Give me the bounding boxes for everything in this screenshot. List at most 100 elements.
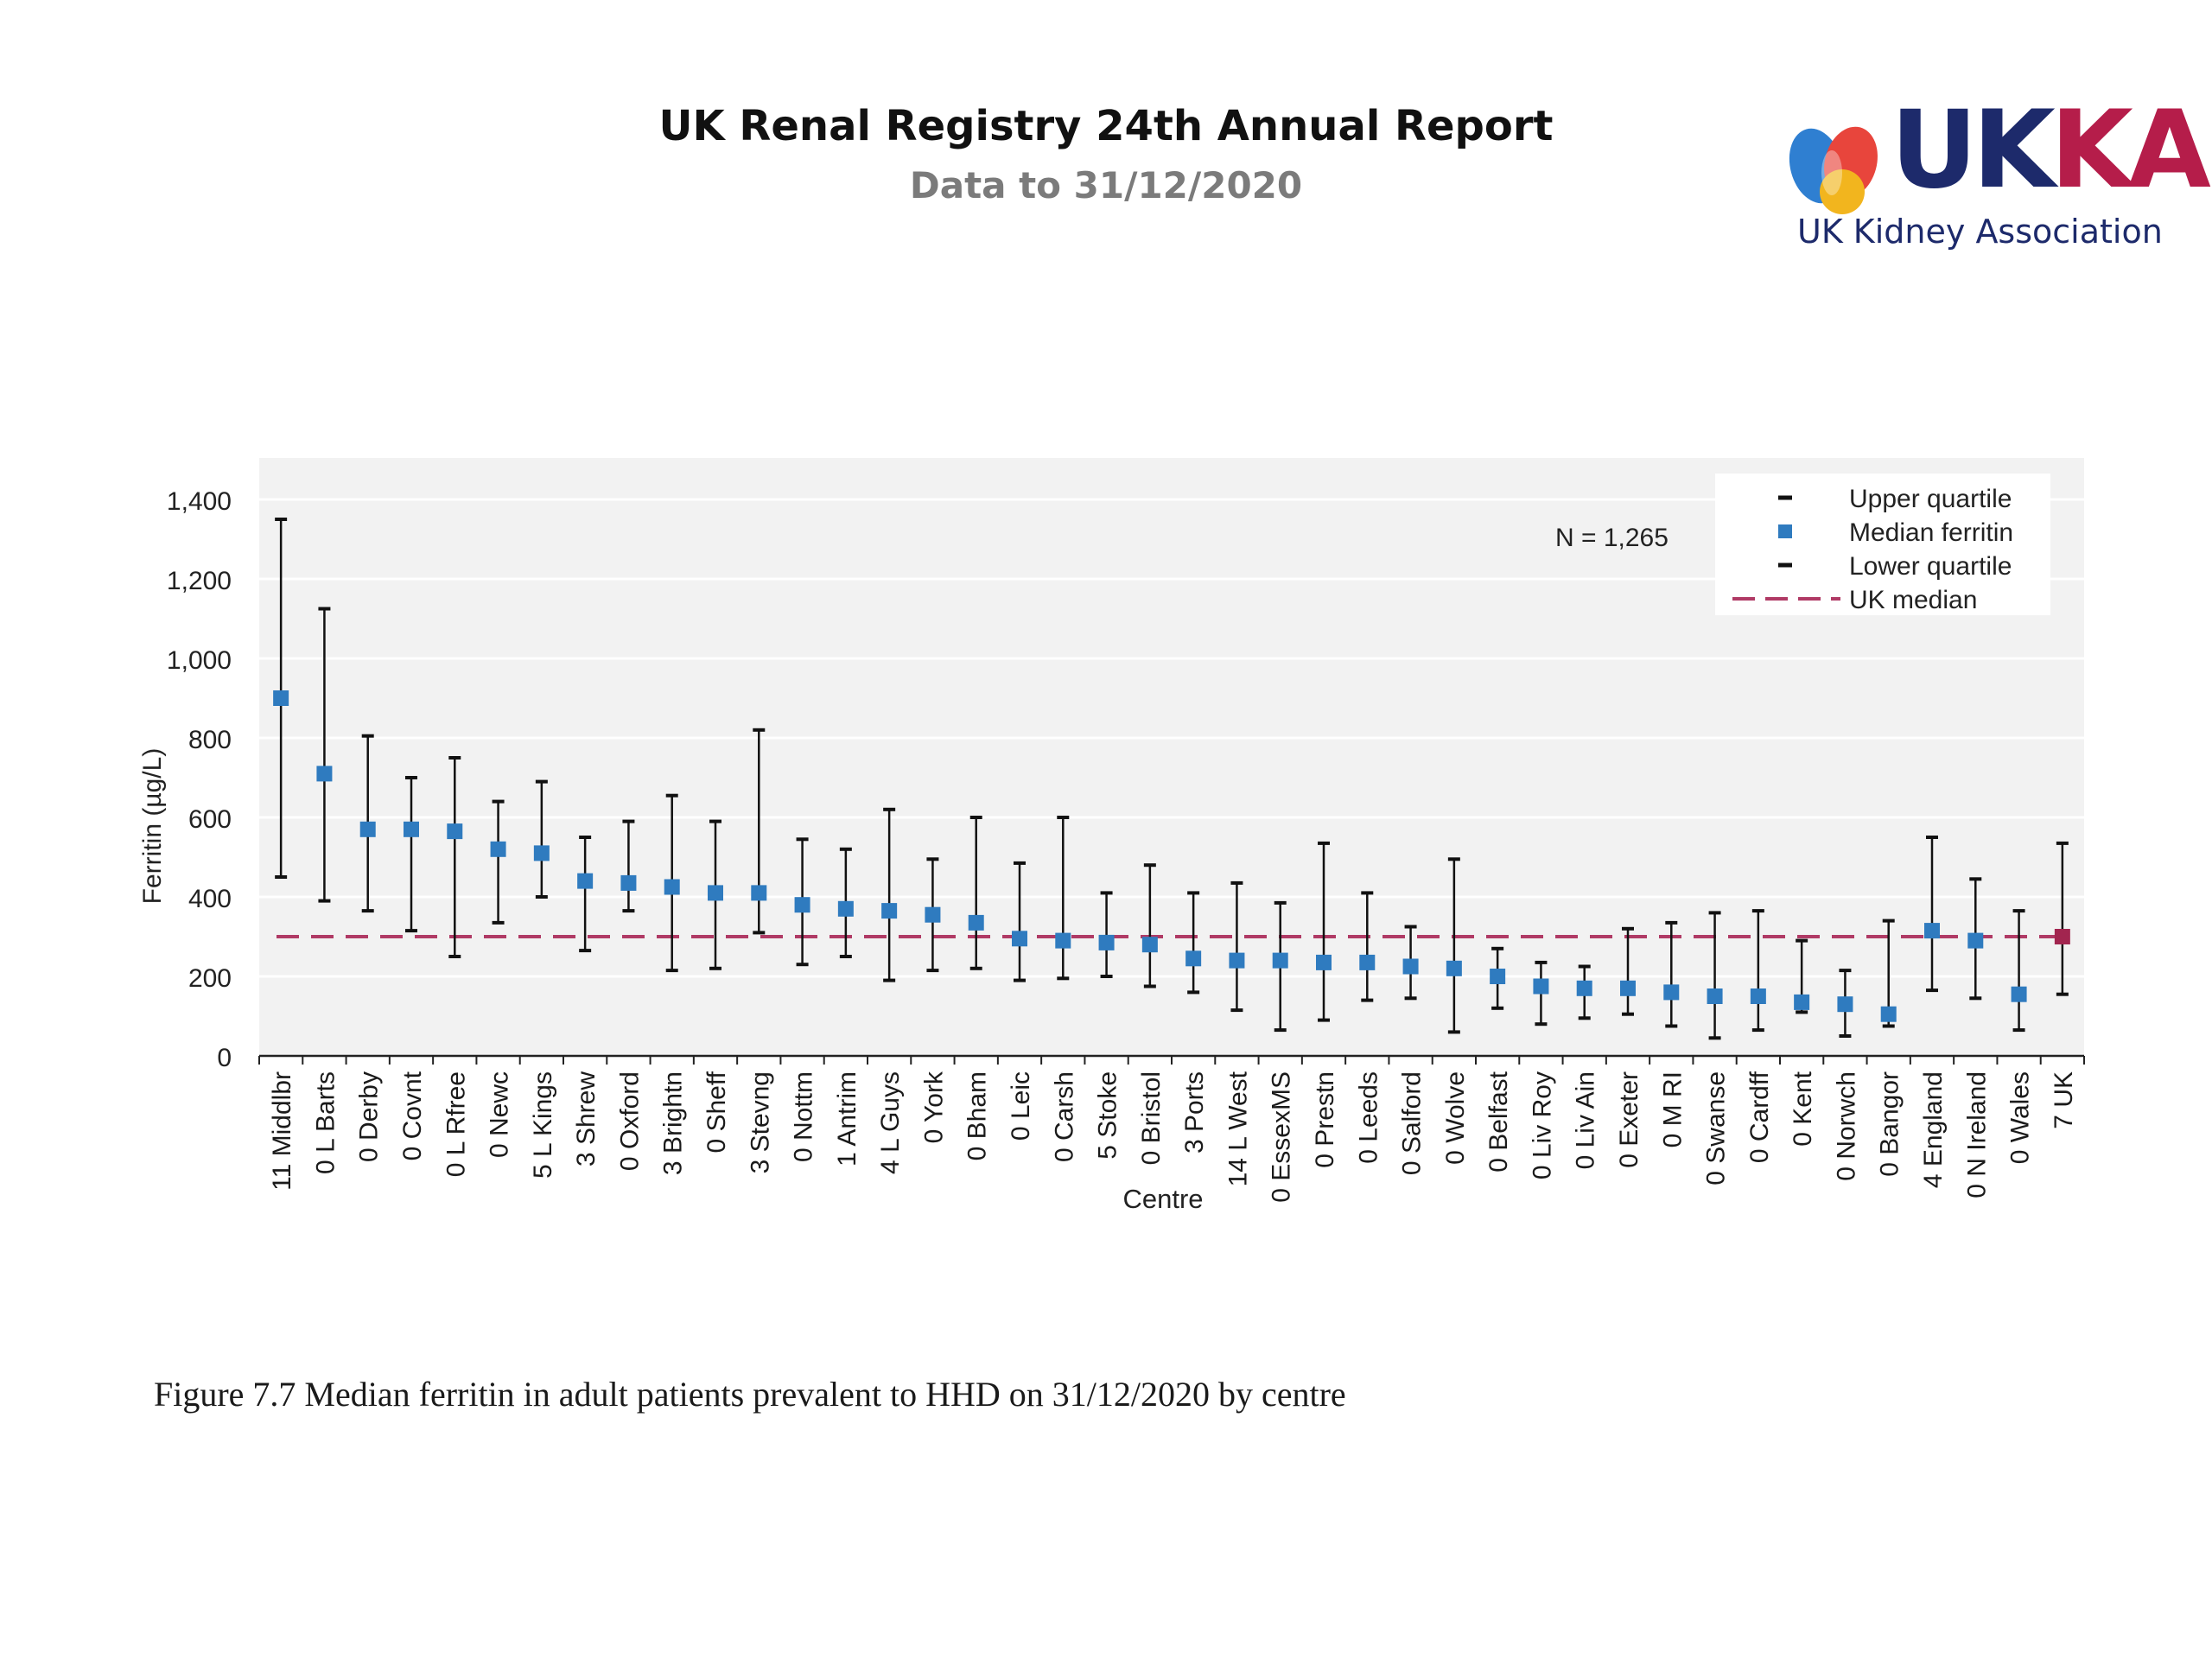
x-tick-label: 5 Stoke <box>1094 1071 1122 1160</box>
median-point <box>794 897 810 913</box>
median-point <box>1185 950 1202 967</box>
figure-caption: Figure 7.7 Median ferritin in adult pati… <box>154 1375 1346 1414</box>
ukka-logo: UKKA UK Kidney Association <box>1780 97 2211 257</box>
median-point <box>316 766 333 782</box>
x-tick-label: 0 Cardff <box>1745 1071 1774 1163</box>
x-tick-label: 0 Kent <box>1789 1071 1817 1146</box>
median-point <box>1576 980 1592 996</box>
x-tick-label: 11 Middlbr <box>268 1071 296 1191</box>
legend-label: Lower quartile <box>1849 552 2012 581</box>
x-tick-label: 0 Swanse <box>1702 1071 1731 1185</box>
y-tick-label: 1,200 <box>167 567 232 595</box>
x-tick-label: 0 Wales <box>2006 1071 2035 1164</box>
median-point <box>1750 988 1766 1004</box>
x-tick-label: 0 Bristol <box>1137 1071 1166 1165</box>
x-tick-label: 3 Brightn <box>659 1071 688 1175</box>
x-tick-label: 14 L West <box>1224 1071 1252 1186</box>
x-tick-label: 7 UK <box>2050 1071 2078 1129</box>
median-point <box>1924 923 1940 939</box>
x-tick-label: 0 L Rfree <box>442 1071 470 1177</box>
x-tick-label: 3 Stevng <box>746 1071 774 1173</box>
median-point <box>1707 988 1723 1004</box>
x-tick-label: 0 M RI <box>1658 1071 1687 1147</box>
x-tick-label: 0 Salford <box>1398 1071 1427 1175</box>
x-tick-label: 0 Bham <box>963 1071 992 1160</box>
x-tick-label: 0 Carsh <box>1050 1071 1078 1162</box>
x-tick-label: 1 Antrim <box>833 1071 861 1166</box>
median-point <box>620 874 637 891</box>
y-tick-label: 800 <box>188 726 232 754</box>
median-point <box>447 823 463 840</box>
y-tick-label: 600 <box>188 805 232 834</box>
median-point <box>1359 954 1376 970</box>
report-title: UK Renal Registry 24th Annual Report <box>658 102 1554 150</box>
median-point <box>1272 952 1288 969</box>
x-tick-label: 0 Sheff <box>702 1071 731 1153</box>
x-tick-label: 0 York <box>919 1071 948 1143</box>
median-point <box>404 821 419 837</box>
median-point <box>837 900 854 917</box>
y-tick-label: 1,400 <box>167 487 232 516</box>
x-tick-label: 0 Covnt <box>398 1071 427 1160</box>
x-tick-label: 0 Liv Ain <box>1572 1071 1600 1169</box>
median-point <box>1402 958 1419 975</box>
x-tick-label: 0 Nottm <box>790 1071 818 1162</box>
y-tick-label: 200 <box>188 964 232 993</box>
legend-median-marker <box>1778 524 1792 538</box>
logo-name-ka: KA <box>2050 88 2211 213</box>
y-tick-label: 1,000 <box>167 646 232 675</box>
x-tick-label: 0 Bangor <box>1876 1071 1904 1177</box>
x-tick-label: 3 Ports <box>1180 1071 1209 1154</box>
report-subtitle: Data to 31/12/2020 <box>909 164 1303 207</box>
median-point <box>1663 984 1680 1001</box>
logo-name: UKKA <box>1891 88 2211 213</box>
median-point <box>1620 980 1636 996</box>
n-annotation: N = 1,265 <box>1555 524 1669 552</box>
x-tick-label: 0 Derby <box>355 1071 384 1162</box>
median-point <box>359 821 376 837</box>
x-tick-label: 0 Leic <box>1007 1071 1035 1141</box>
x-tick-label: 0 Norwch <box>1832 1071 1860 1181</box>
x-tick-label: 0 Prestn <box>1311 1071 1339 1168</box>
x-tick-label: 0 L Barts <box>311 1071 340 1174</box>
x-tick-label: 0 Oxford <box>615 1071 644 1171</box>
y-tick-label: 400 <box>188 885 232 913</box>
median-point <box>1098 934 1115 950</box>
median-point <box>968 914 984 931</box>
median-point <box>881 903 898 919</box>
median-point <box>1880 1006 1897 1022</box>
x-tick-label: 0 Newc <box>486 1071 514 1158</box>
x-tick-label: 0 Leeds <box>1354 1071 1382 1164</box>
median-point <box>1794 994 1810 1010</box>
median-point <box>577 873 594 889</box>
median-point <box>490 841 506 857</box>
median-point <box>751 885 767 901</box>
median-point <box>2054 929 2070 944</box>
x-tick-label: 0 Exeter <box>1615 1071 1643 1168</box>
median-point <box>1533 978 1549 995</box>
median-point <box>1012 931 1027 947</box>
median-point <box>1837 996 1853 1013</box>
median-point <box>273 690 289 706</box>
legend-label: UK median <box>1849 586 1977 614</box>
x-axis-title: Centre <box>1122 1184 1203 1214</box>
x-tick-label: 0 Wolve <box>1441 1071 1470 1165</box>
x-tick-label: 5 L Kings <box>529 1071 557 1179</box>
logo-tagline: UK Kidney Association <box>1797 213 2163 251</box>
median-point <box>1316 954 1332 970</box>
median-point <box>664 879 680 895</box>
legend-box <box>1715 474 2050 615</box>
x-tick-label: 0 Belfast <box>1484 1071 1513 1172</box>
median-point <box>1141 937 1158 953</box>
median-point <box>1446 960 1462 976</box>
x-tick-label: 4 L Guys <box>876 1071 905 1174</box>
y-tick-label: 0 <box>217 1044 232 1072</box>
x-tick-label: 4 England <box>1919 1071 1948 1188</box>
median-point <box>1967 932 1984 949</box>
median-point <box>708 885 723 901</box>
x-tick-label: 0 N Ireland <box>1962 1071 1991 1198</box>
legend-label: Median ferritin <box>1849 518 2013 547</box>
median-point <box>533 845 550 861</box>
x-tick-label: 0 EssexMS <box>1268 1071 1296 1203</box>
